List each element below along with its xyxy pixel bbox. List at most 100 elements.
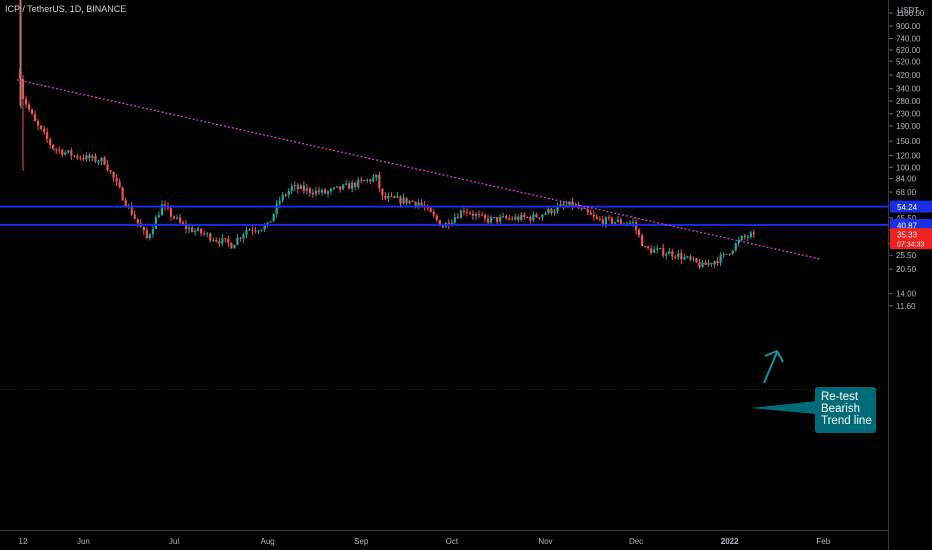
candle-body (695, 258, 698, 263)
badge-last-price: 35.33 (897, 231, 918, 240)
time-tick-label: 12 (19, 537, 28, 546)
candle-body (604, 217, 607, 225)
time-tick-label: Jun (77, 537, 90, 546)
candle-body (67, 150, 70, 153)
candle-body (354, 182, 357, 188)
candle-body (634, 222, 638, 230)
candle-body (91, 155, 94, 159)
candle-body (716, 261, 719, 264)
candle-body (414, 201, 417, 206)
candle-body (311, 192, 315, 195)
candle-body (18, 68, 22, 79)
candle-body (169, 208, 173, 217)
symbol-title[interactable]: ICP / TetherUS, 1D, BINANCE (5, 4, 127, 14)
candle-body (728, 253, 731, 255)
candle-body (88, 155, 91, 159)
candle-body (275, 203, 278, 214)
candle-body (405, 197, 408, 204)
candle-body (245, 230, 248, 235)
candle-body (154, 217, 157, 229)
candle-body (27, 104, 31, 110)
candle-body (55, 149, 58, 151)
candle-body (483, 215, 487, 219)
time-axis[interactable]: 12 Jun Jul Aug Sep Oct Nov Dec 2022 Feb (19, 537, 831, 546)
candle-body (224, 238, 227, 240)
candle-body (686, 256, 689, 258)
candle-body (523, 214, 526, 217)
candle-body (172, 216, 176, 219)
candle-body (97, 161, 100, 163)
candle-body (227, 238, 230, 243)
candle-body (218, 240, 221, 244)
candle-body (184, 224, 188, 229)
candle-body (363, 180, 366, 182)
candle-body (136, 218, 139, 224)
price-tick-label: 20.50 (896, 265, 917, 274)
badge-resistance-upper-bg (890, 200, 932, 213)
candle-body (637, 229, 641, 235)
candle-body (221, 238, 224, 244)
candle-body (335, 186, 339, 188)
candle-body (420, 202, 423, 206)
time-tick-label: Nov (538, 537, 552, 546)
candle-body (281, 194, 284, 201)
candle-body (133, 214, 136, 219)
candle-body (701, 262, 704, 268)
candle-body (215, 240, 218, 242)
candle-body (342, 184, 345, 190)
candle-body (610, 217, 613, 224)
candle-body (731, 250, 734, 254)
candle-body (188, 227, 191, 229)
badge-countdown: 07:34:33 (897, 242, 924, 249)
candle-body (719, 254, 722, 264)
candle-body (505, 216, 508, 219)
candle-body (251, 229, 254, 231)
candle-body (212, 240, 215, 242)
currency-unit: USDT (897, 6, 919, 15)
candle-body (441, 226, 444, 228)
candle-body (43, 128, 46, 133)
candle-body (46, 132, 49, 139)
candle-body (559, 204, 562, 207)
candle-body (713, 261, 716, 265)
time-tick-label: Aug (261, 537, 275, 546)
candle-body (157, 215, 160, 218)
candle-body (115, 178, 118, 182)
candle-body (263, 225, 266, 230)
price-tick-label: 45.50 (896, 214, 917, 223)
price-tick-label: 620.00 (896, 46, 921, 55)
candle-body (749, 232, 752, 238)
price-tick-label: 68.00 (896, 188, 917, 197)
candle-body (393, 196, 396, 198)
candle-body (710, 263, 713, 265)
candle-body (61, 149, 64, 155)
candle-body (21, 78, 25, 99)
candle-body (493, 217, 496, 219)
candle-body (160, 204, 164, 216)
candle-body (94, 155, 97, 162)
candle-body (79, 157, 82, 159)
callout-line-2: Bearish (821, 403, 860, 415)
callout-pointer (750, 401, 816, 414)
bearish-trendline[interactable] (16, 79, 821, 260)
candle-body (257, 230, 260, 232)
price-tick-label: 25.50 (896, 251, 917, 260)
candle-body (490, 217, 493, 223)
candle-body (411, 200, 414, 202)
candle-body (486, 218, 490, 223)
callout-line-3: Trend line (821, 415, 872, 427)
candle-body (502, 216, 505, 218)
candle-body (24, 98, 28, 105)
candle-body (118, 181, 121, 188)
candle-body (299, 185, 302, 189)
time-tick-label: Jul (169, 537, 179, 546)
candle-body (103, 157, 106, 165)
candle-body (206, 233, 209, 235)
candle-body (329, 188, 333, 192)
candle-body (677, 253, 680, 258)
candle-body (175, 217, 179, 219)
callout-line-1: Re-test (821, 391, 859, 403)
candle-body (357, 179, 360, 188)
candle-body (287, 190, 290, 196)
